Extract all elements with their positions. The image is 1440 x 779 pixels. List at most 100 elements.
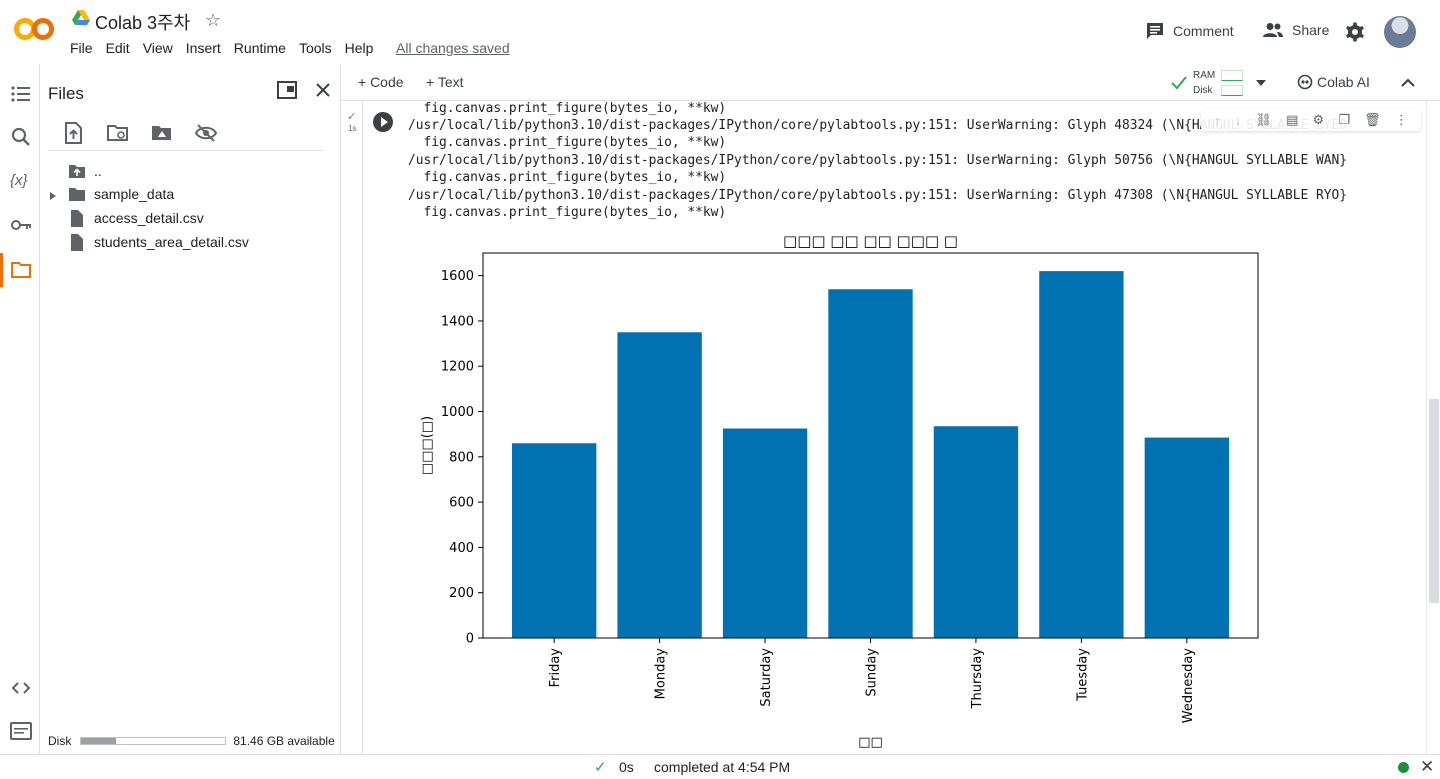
x-tick-label: Saturday — [759, 648, 774, 707]
delete-cell-icon[interactable]: 🗑 — [1364, 112, 1381, 127]
run-cell-button[interactable] — [373, 112, 393, 132]
output-line: fig.canvas.print_figure(bytes_io, **kw) — [408, 170, 727, 185]
mount-drive-icon[interactable] — [150, 122, 174, 144]
disk-usage-fill — [81, 738, 116, 744]
output-line: fig.canvas.print_figure(bytes_io, **kw) — [408, 205, 727, 220]
files-panel-title: Files — [48, 84, 84, 103]
terminal-icon[interactable] — [10, 720, 32, 742]
search-icon[interactable] — [10, 126, 32, 148]
x-tick-label: Friday — [548, 648, 563, 688]
exec-success-icon: ✓ — [347, 111, 357, 123]
file-icon — [71, 209, 83, 227]
scrollbar-thumb[interactable] — [1429, 399, 1439, 603]
y-tick-label: 1000 — [441, 405, 474, 420]
open-in-tab-icon[interactable] — [277, 81, 297, 99]
add-text-button[interactable]: + Text — [426, 74, 464, 90]
menu-file[interactable]: File — [70, 40, 93, 56]
save-status-link[interactable]: All changes saved — [396, 40, 510, 56]
tree-item-label: .. — [94, 163, 102, 179]
tree-item-sample-data[interactable]: sample_data — [68, 183, 174, 205]
share-label: Share — [1292, 22, 1330, 38]
colab-ai-label: Colab AI — [1317, 74, 1370, 90]
svg-text:{x}: {x} — [10, 172, 28, 189]
run-duration: 0s — [619, 759, 634, 775]
comment-icon — [1147, 23, 1163, 39]
menu-edit[interactable]: Edit — [105, 40, 130, 56]
move-up-icon[interactable]: ↑ — [1214, 112, 1221, 128]
tree-item-label: access_detail.csv — [94, 210, 204, 226]
files-folder-icon[interactable] — [10, 259, 32, 281]
status-check-icon: ✓ — [594, 759, 607, 776]
colab-logo[interactable] — [14, 14, 56, 44]
ram-bar — [1221, 70, 1243, 81]
chevron-down-icon[interactable] — [1256, 80, 1266, 86]
bar-chart: 0 200 400 600 800 1000 1200 1400 1600 Friday Monda… — [420, 232, 1259, 750]
chevron-up-icon[interactable] — [1401, 78, 1415, 87]
folder-icon — [69, 188, 85, 201]
move-down-icon[interactable]: ↓ — [1234, 112, 1242, 128]
hide-files-icon[interactable] — [194, 122, 218, 144]
divider — [48, 150, 323, 151]
upload-file-icon[interactable] — [62, 122, 86, 144]
y-tick-label: 1200 — [441, 360, 474, 375]
scrollbar[interactable] — [1426, 101, 1440, 754]
tree-item-access-detail[interactable]: access_detail.csv — [68, 207, 204, 229]
chart-title: □□□ □□ □□ □□□ □ — [783, 232, 958, 250]
menu-insert[interactable]: Insert — [185, 40, 221, 56]
resources-indicator[interactable]: RAM Disk — [1169, 67, 1269, 99]
add-code-button[interactable]: + Code — [358, 74, 404, 90]
link-icon[interactable]: ⛓ — [1255, 112, 1272, 127]
y-tick-label: 800 — [449, 450, 474, 465]
y-tick-label: 1400 — [441, 314, 474, 329]
comment-cell-icon[interactable]: ▤ — [1286, 112, 1299, 127]
table-of-contents-icon[interactable] — [10, 83, 32, 105]
x-tick-label: Wednesday — [1181, 648, 1196, 724]
ram-label: RAM — [1193, 70, 1216, 81]
notebook-title[interactable]: Colab 3주차 — [95, 13, 191, 33]
file-icon — [71, 233, 83, 251]
output-line: /usr/local/lib/python3.10/dist-packages/… — [408, 188, 1348, 203]
secrets-key-icon[interactable] — [10, 214, 32, 236]
tree-item-parent[interactable]: .. — [68, 160, 102, 182]
disk-available: 81.46 GB available — [233, 734, 335, 748]
tree-item-label: sample_data — [94, 186, 175, 202]
completed-time: completed at 4:54 PM — [654, 759, 791, 775]
share-button[interactable]: Share — [1262, 22, 1329, 38]
people-icon — [1263, 23, 1283, 37]
close-icon[interactable] — [315, 82, 331, 98]
refresh-folder-icon[interactable] — [106, 122, 130, 144]
folder-up-icon — [69, 165, 85, 178]
colab-ai-icon — [1297, 74, 1313, 90]
menu-runtime[interactable]: Runtime — [233, 40, 286, 56]
menu-view[interactable]: View — [142, 40, 173, 56]
output-line: fig.canvas.print_figure(bytes_io, **kw) — [408, 101, 727, 116]
settings-gear-icon[interactable] — [1345, 22, 1365, 42]
tree-item-students-area-detail[interactable]: students_area_detail.csv — [68, 231, 249, 253]
y-tick-label: 400 — [449, 541, 474, 556]
files-panel: Files .. — [40, 64, 341, 754]
menu-tools[interactable]: Tools — [298, 40, 332, 56]
code-snippets-icon[interactable] — [10, 677, 32, 699]
mirror-cell-icon[interactable]: ❐ — [1338, 112, 1350, 127]
disk-toolbar-label: Disk — [1193, 85, 1213, 96]
colab-ai-button[interactable]: Colab AI — [1297, 74, 1370, 90]
status-bar: ✓ 0s completed at 4:54 PM ✕ — [0, 754, 1440, 779]
star-icon[interactable]: ☆ — [205, 10, 222, 30]
user-avatar[interactable] — [1384, 16, 1416, 48]
menu-help[interactable]: Help — [344, 40, 374, 56]
bar — [1039, 271, 1124, 638]
y-axis-label: □□□(□) — [420, 416, 435, 475]
cell-settings-icon[interactable]: ⚙ — [1312, 112, 1325, 127]
close-status-icon[interactable]: ✕ — [1420, 757, 1435, 776]
comment-button[interactable]: Comment — [1145, 22, 1234, 40]
x-tick-label: Tuesday — [1075, 648, 1090, 702]
y-tick-label: 1600 — [441, 269, 474, 284]
disk-label: Disk — [48, 734, 72, 748]
files-toolbar — [62, 122, 218, 144]
more-options-icon[interactable]: ⋮ — [1394, 112, 1408, 127]
variables-icon[interactable]: {x} — [10, 169, 32, 191]
disk-toolbar-bar — [1221, 85, 1243, 96]
bar — [933, 426, 1019, 638]
notebook-toolbar: + Code + Text RAM Disk Colab AI — [341, 64, 1440, 101]
expand-arrow-icon[interactable] — [49, 191, 57, 201]
